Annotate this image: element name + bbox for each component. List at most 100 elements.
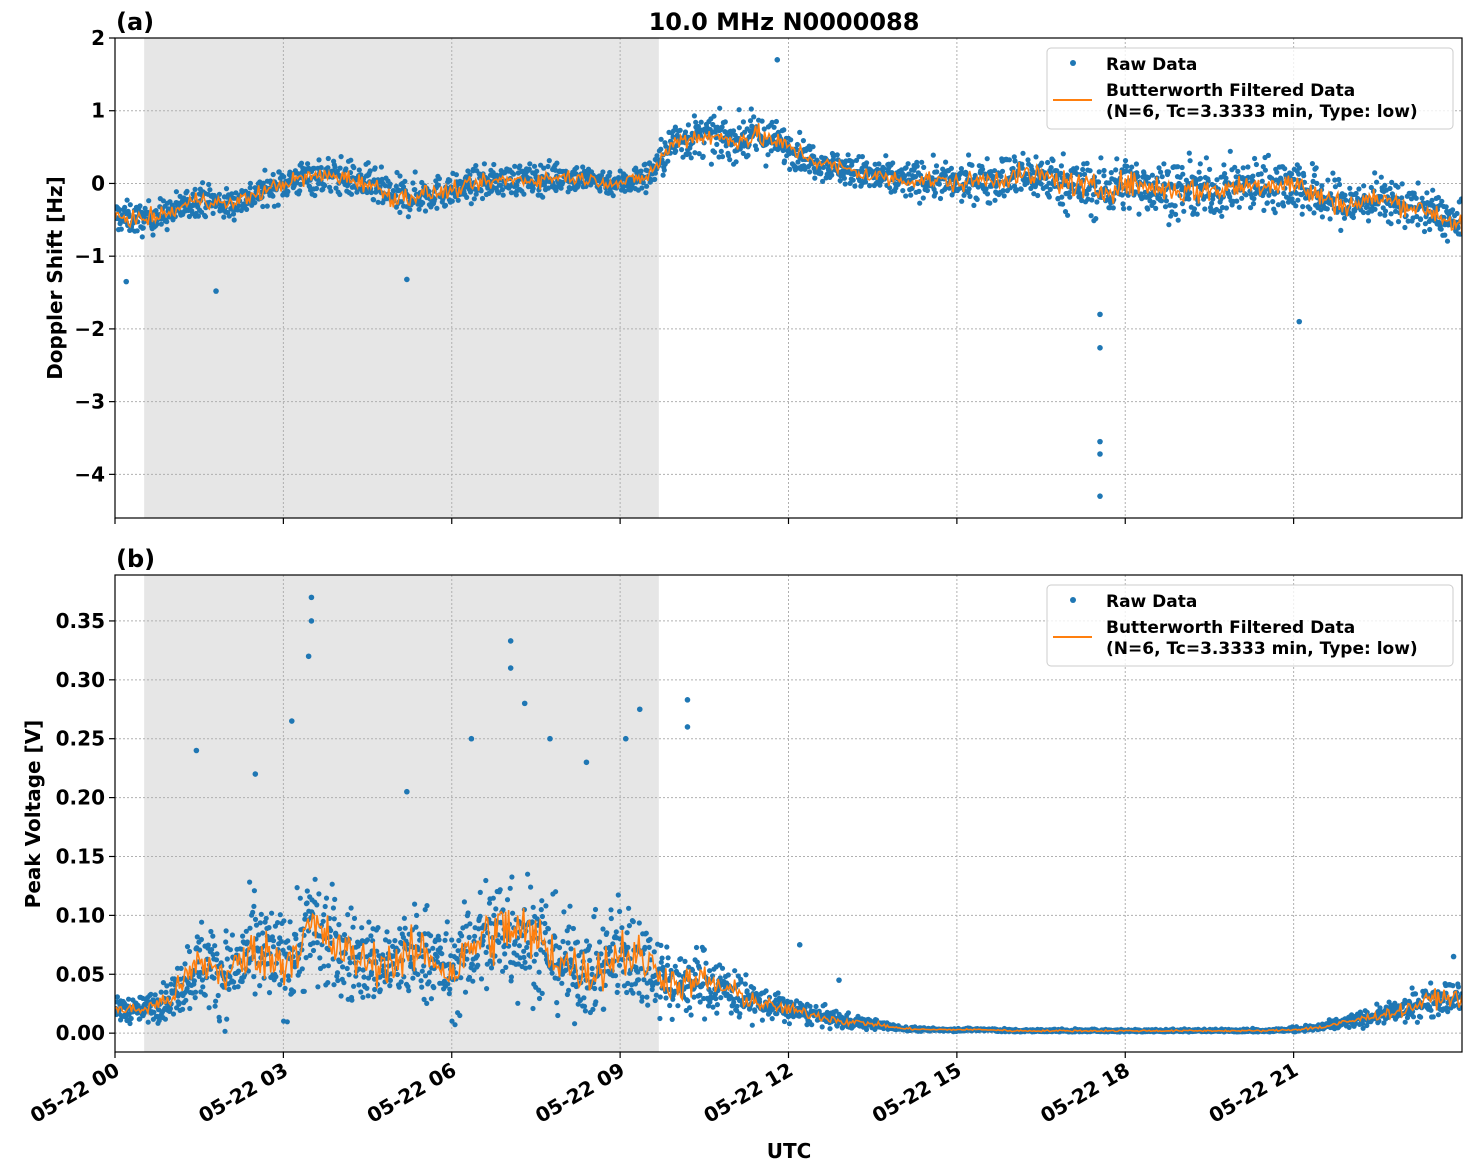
raw-data-point [312,193,317,198]
raw-data-point [782,1019,787,1024]
raw-data-point-outlier [213,288,219,294]
raw-data-point [545,164,550,169]
raw-data-point [493,906,498,911]
raw-data-point [478,914,483,919]
raw-data-point [720,124,725,129]
raw-data-point [630,991,635,996]
raw-data-point [521,192,526,197]
raw-data-point [1320,214,1325,219]
raw-data-point [387,983,392,988]
raw-data-point [163,1017,168,1022]
raw-data-point [985,191,990,196]
raw-data-point [1420,196,1425,201]
raw-data-point [350,925,355,930]
raw-data-point [277,982,282,987]
raw-data-point [687,1005,692,1010]
raw-data-point [335,970,340,975]
raw-data-point [1098,155,1103,160]
raw-data-point [321,919,326,924]
raw-data-point [829,173,834,178]
raw-data-point [534,169,539,174]
raw-data-point [1050,158,1055,163]
raw-data-point [321,964,326,969]
raw-data-point [1033,154,1038,159]
raw-data-point [206,182,211,187]
raw-data-point [1254,162,1259,167]
raw-data-point [1173,203,1178,208]
raw-data-point [547,158,552,163]
legend-label-filtered-params: (N=6, Tc=3.3333 min, Type: low) [1106,102,1418,122]
raw-data-point [915,164,920,169]
raw-data-point [356,982,361,987]
raw-data-point [211,976,216,981]
raw-data-point [311,948,316,953]
raw-data-point [1150,173,1155,178]
raw-data-point [667,1003,672,1008]
raw-data-point [221,215,226,220]
raw-data-point [210,934,215,939]
raw-data-point [1366,218,1371,223]
raw-data-point [187,949,192,954]
raw-data-point [568,946,573,951]
raw-data-point [351,165,356,170]
raw-data-point [1048,187,1053,192]
raw-data-point [378,987,383,992]
raw-data-point [337,192,342,197]
raw-data-point [415,972,420,977]
raw-data-point [593,999,598,1004]
raw-data-point [658,147,663,152]
raw-data-point [1088,168,1093,173]
raw-data-point [1396,219,1401,224]
raw-data-point [522,960,527,965]
y-axis-label-a: Doppler Shift [Hz] [43,176,67,380]
raw-data-point [617,963,622,968]
raw-data-point [1153,206,1158,211]
raw-data-point [203,993,208,998]
raw-data-point [1067,195,1072,200]
raw-data-point [397,926,402,931]
raw-data-point [445,919,450,924]
raw-data-point [423,208,428,213]
raw-data-point [846,152,851,157]
raw-data-point [673,964,678,969]
raw-data-point [298,896,303,901]
raw-data-point [324,896,329,901]
raw-data-point [1402,225,1407,230]
raw-data-point [1454,211,1459,216]
raw-data-point [434,206,439,211]
raw-data-point [129,1016,134,1021]
raw-data-point [503,965,508,970]
raw-data-point [673,148,678,153]
raw-data-point [537,970,542,975]
raw-data-point [426,979,431,984]
raw-data-point [727,157,732,162]
raw-data-point [315,940,320,945]
raw-data-point [217,1018,222,1023]
raw-data-point [601,1007,606,1012]
raw-data-point [591,914,596,919]
raw-data-point [245,939,250,944]
raw-data-point [543,903,548,908]
raw-data-point [336,922,341,927]
raw-data-point [211,211,216,216]
raw-data-point [846,1010,851,1015]
raw-data-point [1180,165,1185,170]
raw-data-point [575,940,580,945]
raw-data-point [285,1019,290,1024]
raw-data-point [252,200,257,205]
raw-data-point [1109,170,1114,175]
raw-data-point [809,1022,814,1027]
raw-data-point [921,165,926,170]
raw-data-point [1414,196,1419,201]
raw-data-point [137,203,142,208]
raw-data-point [459,933,464,938]
raw-data-point [582,1004,587,1009]
raw-data-point [199,937,204,942]
raw-data-point [224,928,229,933]
raw-data-point [183,998,188,1003]
raw-data-point [925,188,930,193]
legend-label-filtered: Butterworth Filtered Data [1106,81,1355,101]
raw-data-point [341,980,346,985]
raw-data-point [281,918,286,923]
raw-data-point [737,125,742,130]
